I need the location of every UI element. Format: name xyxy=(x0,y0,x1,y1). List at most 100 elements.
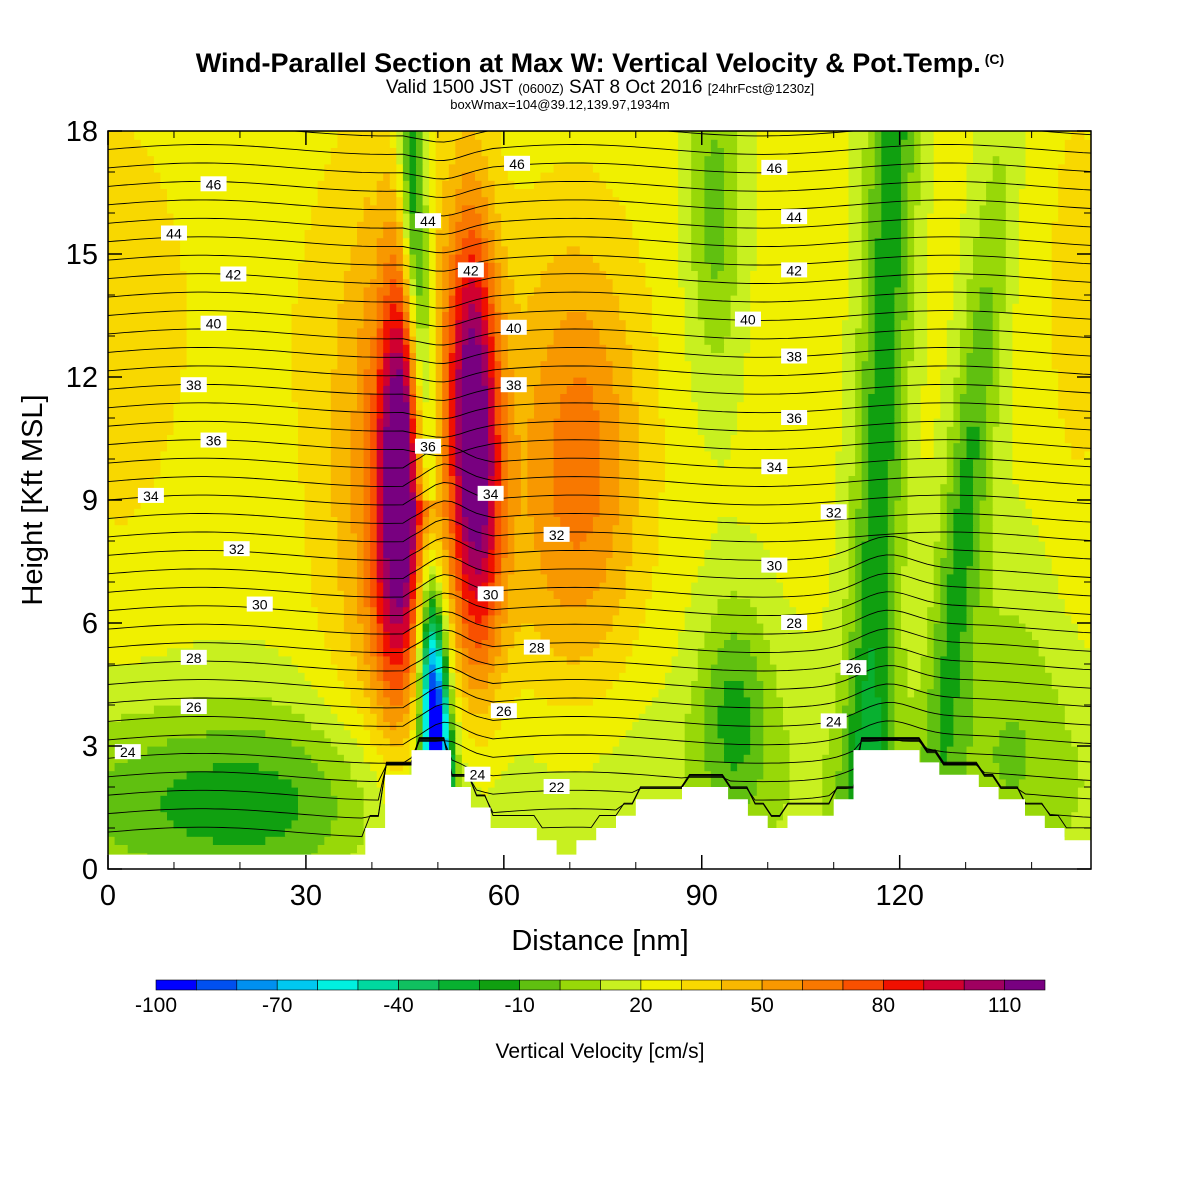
field-cell xyxy=(724,163,738,173)
field-cell xyxy=(619,426,640,435)
field-cell xyxy=(409,729,417,739)
field-cell xyxy=(638,483,666,493)
colorbar-tick-label: 110 xyxy=(988,994,1021,1017)
field-cell xyxy=(396,229,404,239)
field-cell xyxy=(684,286,699,296)
field-cell xyxy=(959,664,974,673)
field-cell xyxy=(370,598,378,608)
field-cell xyxy=(940,532,948,542)
field-cell xyxy=(710,680,725,690)
field-cell xyxy=(750,303,850,312)
field-cell xyxy=(448,565,456,575)
field-cell xyxy=(691,696,705,706)
field-cell xyxy=(429,237,437,247)
field-cell xyxy=(389,344,404,353)
field-cell xyxy=(265,836,325,845)
field-cell xyxy=(435,319,443,329)
field-cell xyxy=(435,532,443,542)
field-cell xyxy=(442,483,450,493)
field-cell xyxy=(1051,311,1091,321)
field-cell xyxy=(389,254,397,263)
field-cell xyxy=(763,754,791,763)
field-cell xyxy=(750,737,764,747)
field-cell xyxy=(737,237,758,247)
field-cell xyxy=(330,368,358,378)
field-cell xyxy=(422,172,430,181)
field-cell xyxy=(691,582,784,591)
field-cell xyxy=(435,401,443,411)
field-cell xyxy=(435,459,443,468)
field-cell xyxy=(1077,762,1091,772)
field-cell xyxy=(868,483,889,493)
field-cell xyxy=(887,647,895,657)
field-cell xyxy=(376,516,384,526)
field-cell xyxy=(901,180,909,189)
field-cell xyxy=(376,344,384,353)
field-cell xyxy=(560,524,594,534)
field-cell xyxy=(848,787,856,796)
field-cell xyxy=(389,180,397,189)
colorbar-swatch xyxy=(519,979,561,991)
field-cell xyxy=(363,557,371,567)
field-cell xyxy=(304,508,332,517)
field-cell xyxy=(409,680,417,690)
field-cell xyxy=(330,500,352,509)
colorbar-swatch xyxy=(640,979,682,991)
field-cell xyxy=(920,139,935,148)
field-cell xyxy=(894,500,909,509)
field-cell xyxy=(966,606,974,616)
field-cell xyxy=(461,385,489,394)
field-cell xyxy=(461,623,470,632)
field-cell xyxy=(704,754,725,763)
field-cell xyxy=(979,541,994,550)
field-cell xyxy=(402,213,411,222)
field-cell xyxy=(330,418,352,427)
field-cell xyxy=(835,696,850,706)
field-cell xyxy=(507,426,515,435)
field-cell xyxy=(416,344,430,353)
field-cell xyxy=(861,172,876,181)
field-cell xyxy=(959,393,987,403)
field-cell xyxy=(409,491,417,501)
field-cell xyxy=(291,705,332,714)
colorbar-tick-label: 80 xyxy=(872,994,895,1017)
field-cell xyxy=(481,270,489,280)
field-cell xyxy=(442,188,456,198)
field-cell xyxy=(402,254,411,263)
field-cell xyxy=(396,221,404,230)
field-cell xyxy=(507,541,515,550)
field-cell xyxy=(822,795,836,804)
field-cell xyxy=(370,475,378,485)
field-cell xyxy=(704,221,725,230)
contour-label: 24 xyxy=(470,767,486,783)
field-cell xyxy=(861,311,869,321)
field-cell xyxy=(330,491,352,501)
field-cell xyxy=(855,557,863,567)
field-cell xyxy=(383,754,410,763)
field-cell xyxy=(599,500,620,509)
field-cell xyxy=(291,377,332,386)
field-cell xyxy=(402,614,411,624)
field-cell xyxy=(612,188,679,198)
field-cell xyxy=(874,286,895,296)
theta-contour-line xyxy=(108,254,1091,272)
field-cell xyxy=(448,557,456,567)
field-cell xyxy=(383,409,391,419)
field-cell xyxy=(402,713,411,722)
field-cell xyxy=(416,450,424,460)
field-cell xyxy=(455,286,463,296)
field-cell xyxy=(330,655,358,665)
field-cell xyxy=(848,229,863,239)
theta-contour-line xyxy=(108,572,1091,598)
field-cell xyxy=(828,737,843,747)
field-cell xyxy=(461,746,614,755)
field-cell xyxy=(416,336,430,345)
field-cell xyxy=(638,434,666,444)
field-cell xyxy=(914,336,928,345)
field-cell xyxy=(108,508,135,517)
field-cell xyxy=(481,360,489,370)
field-cell xyxy=(461,483,489,493)
field-cell xyxy=(448,500,456,509)
field-cell xyxy=(402,139,411,148)
field-cell xyxy=(108,278,188,288)
